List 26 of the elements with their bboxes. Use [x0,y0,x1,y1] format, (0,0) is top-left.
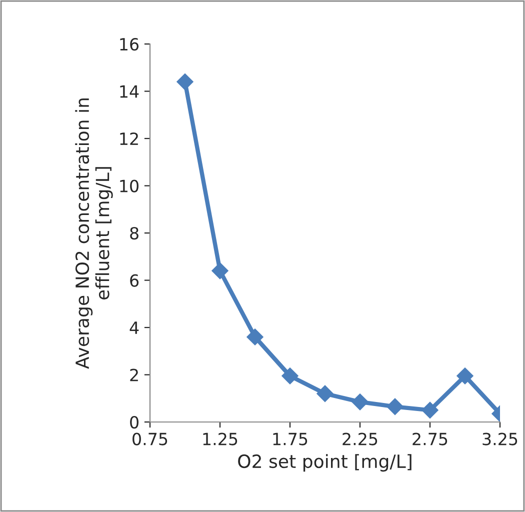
x-tick-label: 3.25 [482,432,518,446]
point [386,398,404,416]
x-axis-title: O2 set point [mg/L] [238,454,412,472]
y-tick-label: 6 [130,274,139,287]
point [176,73,194,90]
y-tick-label: 12 [120,132,138,145]
point [422,402,438,419]
point [212,262,228,280]
y-tick-label: 10 [120,180,138,192]
point [282,368,298,384]
x-tick-label: 0.75 [132,432,168,446]
y-tick-label: 2 [130,368,138,382]
y-tick-label: 0 [130,416,138,429]
point [246,328,264,346]
point [352,394,368,410]
point [456,368,474,384]
y-tick-label: 8 [130,226,138,240]
x-tick-label: 2.75 [412,432,448,446]
y-tick-label: 16 [120,38,139,51]
point [316,385,334,402]
x-tick-label: 1.75 [273,432,308,446]
y-tick-label: 14 [120,85,139,98]
y-tick-label: 4 [130,322,139,334]
x-tick-label: 1.25 [203,432,238,446]
x-tick-label: 2.25 [342,432,378,446]
y-axis-title: Average NO2 concentration in effluent [mg/L] [75,98,113,369]
